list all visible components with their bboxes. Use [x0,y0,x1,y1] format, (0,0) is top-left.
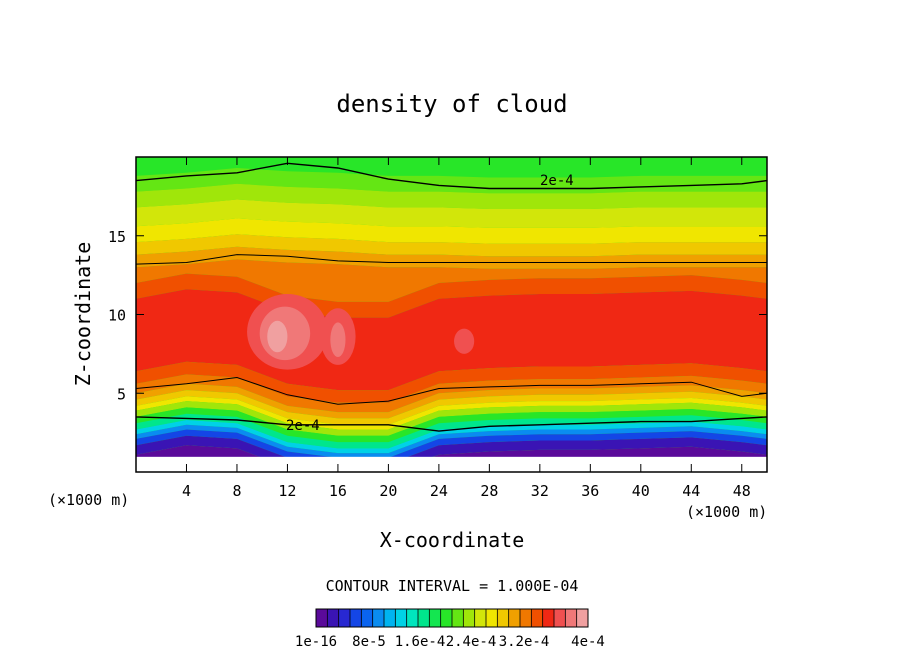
field-empty-bottom [136,456,767,472]
colorbar-swatch-23 [576,609,589,627]
colorbar-swatch-6 [384,609,396,627]
colorbar-swatch-3 [350,609,362,627]
colorbar-swatch-20 [542,609,555,627]
colorbar-swatch-4 [361,609,373,627]
colorbar-swatch-21 [554,609,566,627]
contour-band-15 [136,401,767,436]
colorbar-swatch-12 [452,609,464,627]
colorbar-swatch-18 [520,609,532,627]
colorbar-swatch-22 [565,609,577,627]
contour-band-5 [136,234,767,257]
contour-band-4 [136,218,767,244]
x-tick-label: 36 [581,482,599,500]
colorbar-swatch-0 [316,609,328,627]
contour-field [136,157,767,472]
colorbar-swatch-13 [463,609,475,627]
colorbar-swatch-9 [418,609,430,627]
contour-band-3 [136,199,767,228]
x-unit-right: (×1000 m) [686,503,767,521]
contour-band-10 [136,361,767,403]
contour-line-mid-upper [136,254,767,265]
contour-band-16 [136,407,767,443]
colorbar-labels: 1e-16 8e-5 1.6e-4 2.4e-4 3.2e-4 4e-4 [295,634,605,650]
colorbar-swatch-15 [486,609,498,627]
x-tick-label: 16 [329,482,347,500]
contour-band-11 [136,374,767,413]
colorbar-swatch-5 [372,609,385,627]
contour-label-lower: 2e-4 [286,418,320,434]
colorbar [315,608,589,628]
x-tick-label: 28 [480,482,498,500]
y-tick-label: 5 [117,385,126,403]
contour-interval-text: CONTOUR INTERVAL = 1.000E-04 [326,577,579,595]
contour-band-0 [136,157,767,178]
contour-line-mid-lower [136,376,767,405]
contour-band-1 [136,168,767,194]
chart-title: density of cloud [336,90,567,118]
contour-band-2 [136,183,767,209]
colorbar-label: 1e-16 [295,634,337,650]
contour-line-lower [136,416,767,432]
colorbar-label: 3.2e-4 [499,634,550,650]
x-tick-label: 8 [232,482,241,500]
contour-band-6 [136,246,767,269]
colorbar-frame [315,608,589,628]
contour-lines [136,162,767,432]
colorbar-swatch-17 [508,609,521,627]
colorbar-swatch-2 [338,609,351,627]
density-blob-3 [330,322,346,358]
colorbar-label: 1.6e-4 [395,634,446,650]
contour-band-18 [136,420,767,454]
contour-band-7 [136,259,767,302]
density-blob-5 [454,328,475,354]
colorbar-swatch-10 [429,609,441,627]
colorbar-swatch-14 [474,609,487,627]
contour-label-upper: 2e-4 [540,173,574,189]
contour-line-upper [136,162,767,190]
colorbar-swatch-19 [531,609,543,627]
x-tick-label: 44 [682,482,700,500]
x-tick-label: 20 [379,482,397,500]
y-tick-label: 10 [108,307,126,325]
x-tick-label: 48 [733,482,751,500]
contour-band-19 [136,424,767,458]
contour-band-13 [136,390,767,425]
colorbar-label: 2.4e-4 [446,634,497,650]
contour-band-14 [136,396,767,430]
y-axis-ticks: 5 10 15 [108,228,767,403]
colorbar-label: 4e-4 [571,634,605,650]
y-tick-label: 15 [108,228,126,246]
x-tick-label: 12 [278,482,296,500]
x-tick-label: 4 [182,482,191,500]
x-tick-label: 32 [531,482,549,500]
colorbar-swatch-1 [327,609,339,627]
colorbar-swatch-16 [497,609,509,627]
x-tick-label: 40 [632,482,650,500]
colorbar-label: 8e-5 [352,634,386,650]
density-blob-4 [267,320,288,353]
x-unit-left: (×1000 m) [48,491,129,509]
y-axis-label: Z-coordinate [71,242,95,387]
x-axis-label: X-coordinate [380,528,525,552]
contour-band-20 [136,429,767,465]
colorbar-swatch-8 [406,609,419,627]
colorbar-swatch-7 [395,609,407,627]
x-axis-ticks: 4 8 12 16 20 24 28 32 36 40 44 48 [182,157,751,500]
contour-band-12 [136,383,767,419]
x-tick-label: 24 [430,482,448,500]
colorbar-swatch-11 [440,609,453,627]
